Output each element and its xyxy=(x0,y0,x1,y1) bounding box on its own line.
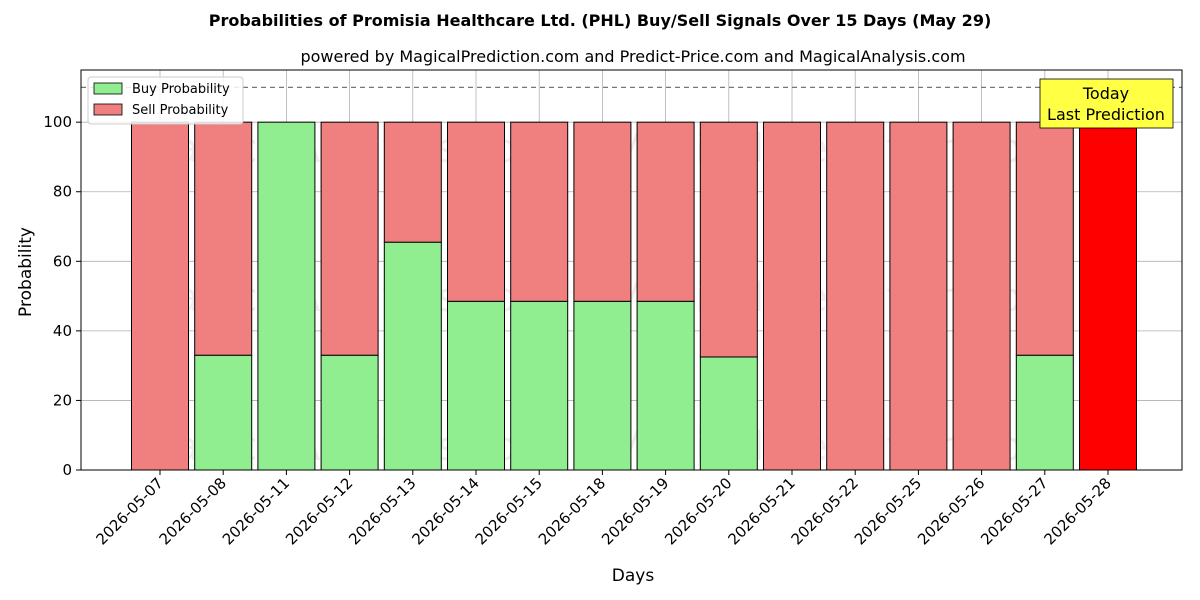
y-tick-label: 20 xyxy=(53,391,72,409)
bar-sell-2026-05-26 xyxy=(952,121,1011,471)
bar-sell-2026-05-15 xyxy=(510,121,569,302)
y-tick-label: 40 xyxy=(53,322,72,340)
x-tick-label: 2026-05-19 xyxy=(598,474,672,548)
legend: Buy Probability Sell Probability xyxy=(87,76,244,125)
legend-box xyxy=(87,76,244,125)
bar-buy-2026-05-13 xyxy=(383,241,442,471)
bar-buy-2026-05-27 xyxy=(1015,354,1074,471)
x-tick-label: 2026-05-28 xyxy=(1040,474,1114,548)
y-tick-label: 80 xyxy=(53,183,72,201)
legend-label-buy: Buy Probability xyxy=(132,82,230,97)
bar-sell-2026-05-21 xyxy=(763,121,821,471)
y-axis-label: Probability xyxy=(16,227,36,317)
bar-sell-2026-05-28 xyxy=(1079,121,1137,471)
legend-swatch-buy xyxy=(93,82,123,95)
bar-sell-2026-05-22 xyxy=(826,121,885,471)
plot-frame xyxy=(80,69,1183,471)
bar-sell-2026-05-19 xyxy=(636,121,695,302)
bar-sell-2026-05-20 xyxy=(699,121,758,358)
bar-buy-2026-05-12 xyxy=(320,354,379,471)
x-tick-label: 2026-05-20 xyxy=(661,474,735,548)
bar-sell-2026-05-13 xyxy=(383,121,442,243)
chart-title: Probabilities of Promisia Healthcare Ltd… xyxy=(209,11,992,30)
bar-layer xyxy=(131,121,1137,471)
y-tick-label: 0 xyxy=(62,461,72,479)
x-axis-label: Days xyxy=(612,566,655,586)
x-tick-label: 2026-05-13 xyxy=(345,474,419,548)
x-tick-layer: 2026-05-072026-05-082026-05-112026-05-12… xyxy=(92,470,1115,548)
bar-buy-2026-05-15 xyxy=(510,300,569,471)
bar-buy-2026-05-19 xyxy=(636,300,695,471)
bar-sell-2026-05-18 xyxy=(573,121,632,302)
bar-sell-2026-05-12 xyxy=(320,121,379,356)
y-tick-label: 60 xyxy=(53,252,72,270)
x-tick-label: 2026-05-15 xyxy=(472,474,546,548)
today-annotation: Today Last Prediction xyxy=(1039,78,1174,129)
x-tick-label: 2026-05-11 xyxy=(219,474,293,548)
today-annotation-line2: Last Prediction xyxy=(1047,105,1165,124)
bar-buy-2026-05-14 xyxy=(447,300,505,471)
bar-sell-2026-05-07 xyxy=(131,121,189,471)
x-tick-label: 2026-05-21 xyxy=(724,474,798,548)
legend-swatch-sell xyxy=(93,103,123,116)
x-tick-label: 2026-05-18 xyxy=(535,474,609,548)
bar-buy-2026-05-08 xyxy=(194,354,253,471)
y-tick-layer: 0 20 40 60 80 100 xyxy=(43,113,81,479)
bar-sell-2026-05-14 xyxy=(447,121,505,302)
x-tick-label: 2026-05-26 xyxy=(914,474,988,548)
x-tick-label: 2026-05-07 xyxy=(92,474,166,548)
today-annotation-box xyxy=(1039,78,1174,129)
legend-label-sell: Sell Probability xyxy=(132,103,229,118)
bar-sell-2026-05-27 xyxy=(1015,121,1074,356)
chart-subtitle: powered by MagicalPrediction.com and Pre… xyxy=(300,47,965,66)
x-tick-label: 2026-05-25 xyxy=(851,474,925,548)
bar-sell-2026-05-08 xyxy=(194,121,253,356)
x-tick-label: 2026-05-14 xyxy=(408,474,482,548)
bar-buy-2026-05-18 xyxy=(573,300,632,471)
y-tick-label: 100 xyxy=(43,113,72,131)
x-tick-label: 2026-05-08 xyxy=(156,474,230,548)
bar-buy-2026-05-20 xyxy=(699,356,758,471)
today-annotation-line1: Today xyxy=(1082,84,1129,103)
x-tick-label: 2026-05-22 xyxy=(788,474,862,548)
x-tick-label: 2026-05-12 xyxy=(282,474,356,548)
bar-sell-2026-05-25 xyxy=(889,121,948,471)
bar-buy-2026-05-11 xyxy=(257,121,316,471)
x-tick-label: 2026-05-27 xyxy=(977,474,1051,548)
